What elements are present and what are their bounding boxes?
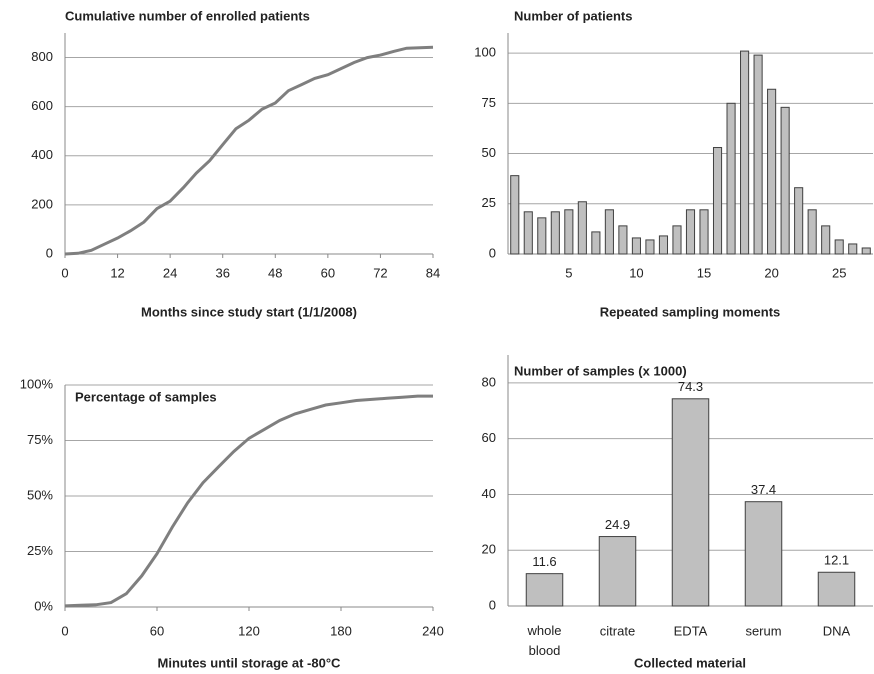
y-tick-label: 40 [482,486,496,501]
x-tick-label: 10 [629,265,643,280]
data-label: 12.1 [824,553,849,568]
x-tick-label: 20 [764,265,778,280]
bar [550,211,560,255]
x-tick-label: 60 [321,265,335,280]
x-tick-label: 60 [150,623,164,638]
y-tick-label: 800 [31,49,53,64]
x-axis-title: Collected material [634,655,746,670]
x-axis-title: Repeated sampling moments [600,304,781,319]
x-tick-label: 24 [163,265,177,280]
x-tick-label: whole blood [527,623,562,658]
bar [564,209,574,255]
bar [685,209,696,255]
x-tick-label: citrate [600,623,635,638]
y-tick-label: 0% [34,598,53,613]
data-label: 11.6 [532,554,556,569]
bar [537,217,547,255]
y-tick-label: 25% [27,543,53,558]
data-line [64,394,433,608]
x-tick-label: serum [745,623,781,638]
data-label: 24.9 [605,517,630,532]
chart-title: Number of samples (x 1000) [514,363,687,378]
bar [861,247,871,255]
y-tick-label: 100% [20,376,54,391]
bar [672,225,682,255]
bar [780,106,790,255]
x-tick-label: EDTA [674,623,708,638]
bar [740,50,750,255]
x-tick-label: 180 [330,623,352,638]
chart-title: Percentage of samples [75,389,217,404]
x-tick-label: 15 [697,265,711,280]
bar [510,175,520,255]
y-tick-label: 0 [46,245,53,260]
y-tick-label: 200 [31,196,53,211]
bar [794,187,804,255]
y-tick-label: 25 [482,195,496,210]
bar [525,573,564,607]
data-label: 37.4 [751,482,776,497]
x-tick-label: 25 [832,265,846,280]
bar [807,209,817,255]
x-tick-label: 240 [422,623,444,638]
y-tick-label: 20 [482,542,496,557]
bar [753,54,763,255]
bar [848,243,858,255]
x-tick-label: 12 [110,265,124,280]
x-tick-label: 72 [373,265,387,280]
bar [699,209,709,255]
x-axis-title: Months since study start (1/1/2008) [141,304,357,319]
x-tick-label: 0 [61,623,68,638]
y-tick-label: 400 [31,147,53,162]
chart-title: Number of patients [514,8,632,23]
bar [671,398,710,607]
bar [712,147,723,255]
bar [834,239,844,255]
bar [726,102,736,255]
bar [598,536,637,607]
y-tick-label: 0 [489,245,496,260]
y-tick-label: 50% [27,487,53,502]
x-tick-label: DNA [823,623,851,638]
bar [817,571,856,607]
y-tick-label: 75 [482,95,496,110]
x-tick-label: 48 [268,265,282,280]
y-tick-label: 60 [482,430,496,445]
bar [591,231,601,255]
x-tick-label: 84 [426,265,440,280]
bar [631,237,641,255]
bar [523,211,533,255]
bar [618,225,628,255]
x-tick-label: 5 [565,265,572,280]
bar [645,239,655,255]
chart-title: Cumulative number of enrolled patients [65,8,310,23]
x-tick-label: 120 [238,623,260,638]
bar [821,225,831,255]
x-tick-label: 36 [215,265,229,280]
y-tick-label: 600 [31,98,53,113]
x-axis-title: Minutes until storage at -80°C [158,655,342,670]
y-tick-label: 0 [489,597,496,612]
bar [658,235,669,255]
data-line [64,45,434,256]
y-tick-label: 80 [482,374,496,389]
y-tick-label: 75% [27,432,53,447]
y-tick-label: 50 [482,145,496,160]
bar [767,88,777,255]
y-tick-label: 100 [474,45,496,60]
bar [744,501,783,607]
data-label: 74.3 [678,379,703,394]
bar [577,201,587,255]
x-tick-label: 0 [61,265,68,280]
bar [604,209,614,255]
